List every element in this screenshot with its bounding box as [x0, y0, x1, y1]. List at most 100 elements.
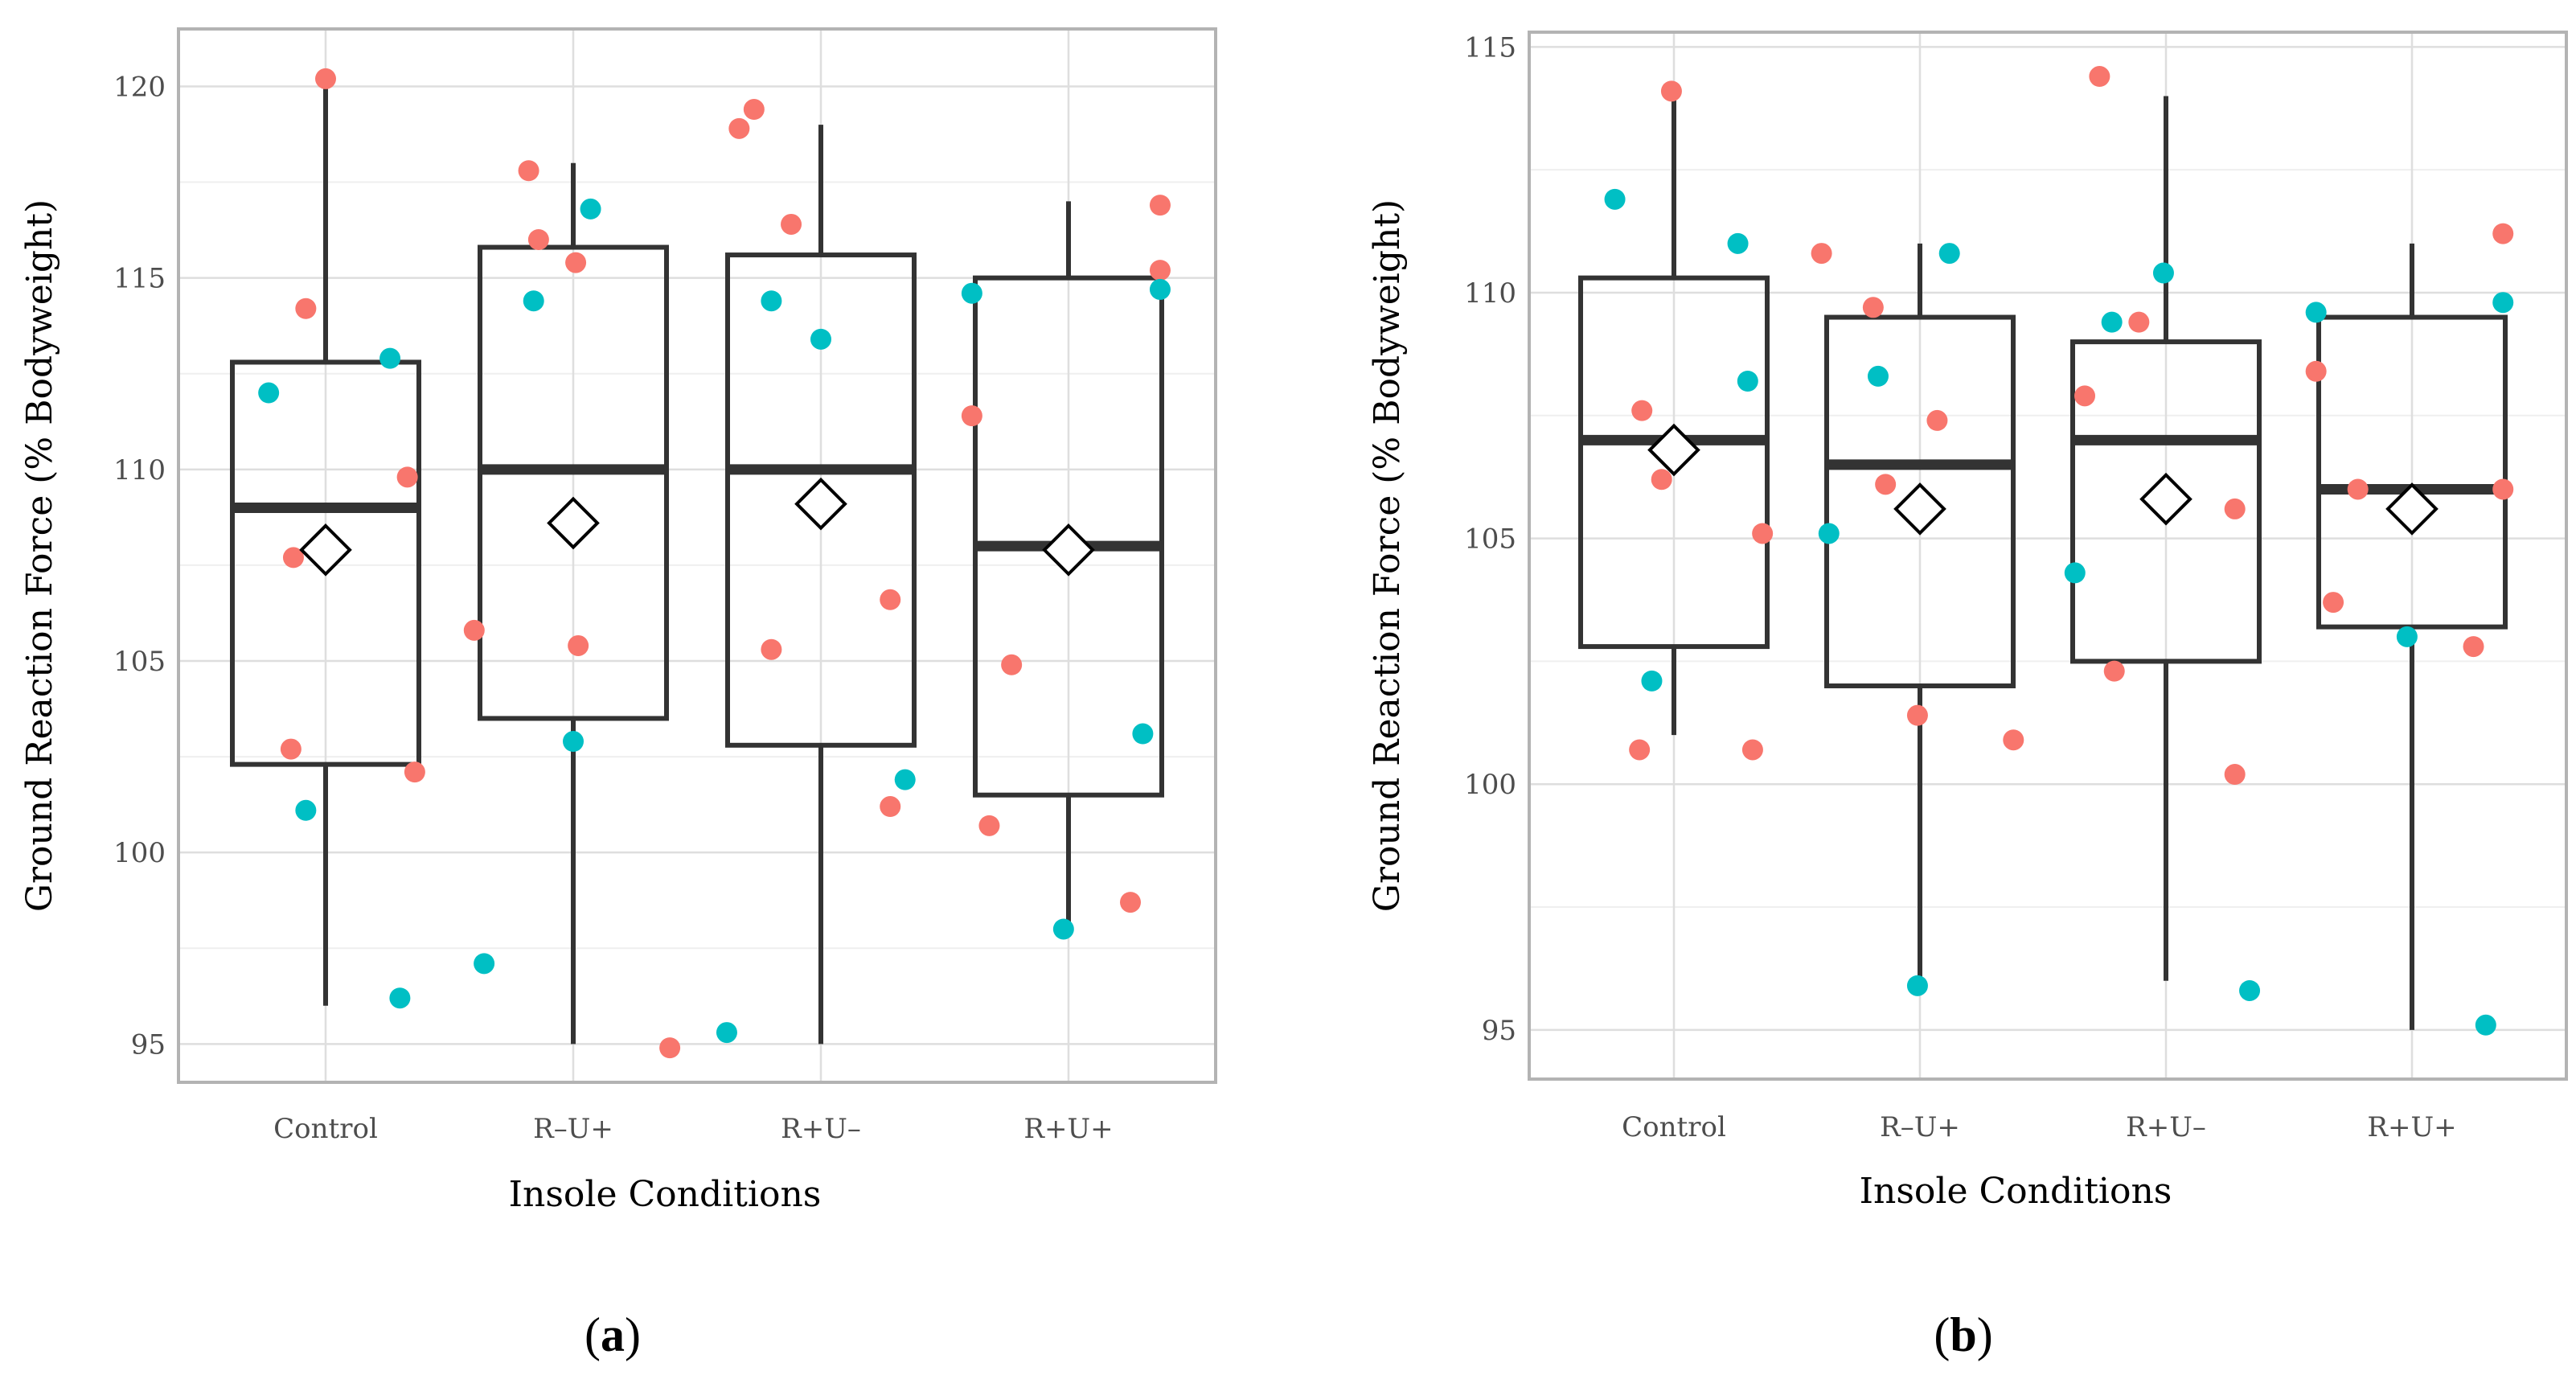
- data-point: [379, 347, 401, 369]
- box-iqr: [478, 244, 669, 721]
- y-tick-label: 95: [1482, 1015, 1516, 1047]
- data-point: [659, 1037, 681, 1059]
- plot-frame: [177, 27, 1217, 1084]
- y-tick-label: 95: [131, 1028, 166, 1061]
- data-point: [1875, 474, 1897, 495]
- mean-diamond: [794, 477, 847, 531]
- data-point: [961, 405, 982, 427]
- mean-diamond: [1042, 523, 1095, 577]
- data-point: [1818, 523, 1840, 544]
- data-point: [1604, 188, 1626, 210]
- data-point: [1741, 739, 1763, 761]
- data-point: [810, 328, 831, 350]
- y-tick-label: 105: [113, 646, 166, 678]
- y-tick-label: 105: [1464, 523, 1516, 556]
- y-tick-label: 110: [1464, 277, 1516, 310]
- data-point: [2128, 311, 2150, 333]
- data-point: [527, 229, 549, 250]
- data-point: [781, 213, 802, 235]
- data-point: [282, 547, 304, 568]
- data-point: [1149, 260, 1171, 281]
- data-point: [295, 799, 317, 821]
- x-tick-label: R+U+: [2367, 1111, 2456, 1143]
- data-point: [389, 987, 411, 1009]
- x-tick-label: Control: [273, 1113, 378, 1145]
- panel-b: 95 100 105 110 115 Control R–U+ R+U– R+U+ Insole …: [1367, 31, 2568, 1361]
- box-iqr: [1824, 314, 2016, 688]
- data-point: [1727, 232, 1749, 254]
- y-tick-label: 110: [113, 454, 166, 486]
- box-iqr: [973, 275, 1164, 798]
- box-iqr: [1578, 275, 1770, 650]
- data-point: [1752, 523, 1774, 544]
- data-point: [978, 815, 1000, 836]
- x-tick-label: Control: [1622, 1111, 1726, 1143]
- data-point: [2305, 360, 2327, 382]
- data-point: [580, 198, 601, 220]
- x-tick-label: R–U+: [533, 1113, 613, 1145]
- data-point: [1631, 400, 1653, 421]
- data-point: [2305, 302, 2327, 323]
- data-point: [743, 99, 765, 121]
- data-point: [1906, 704, 1928, 726]
- x-tick-label: R–U+: [1880, 1111, 1960, 1143]
- data-point: [280, 738, 301, 760]
- data-point: [565, 252, 587, 273]
- data-point: [1132, 723, 1154, 745]
- x-tick-label: R+U–: [781, 1113, 861, 1145]
- mean-diamond: [299, 523, 352, 577]
- data-point: [1906, 975, 1928, 996]
- data-point: [2347, 478, 2369, 500]
- data-point: [2103, 660, 2125, 682]
- x-tick-label: R+U–: [2126, 1111, 2206, 1143]
- data-point: [2239, 979, 2261, 1001]
- data-point: [1120, 892, 1141, 913]
- data-point: [463, 619, 485, 641]
- data-point: [315, 68, 336, 89]
- data-point: [2003, 729, 2024, 751]
- data-point: [2064, 562, 2086, 584]
- data-point: [2492, 478, 2514, 500]
- box-iqr: [230, 359, 421, 767]
- data-point: [1149, 278, 1171, 300]
- box-iqr: [2070, 339, 2262, 664]
- data-point: [295, 298, 317, 319]
- y-tick-label: 100: [113, 837, 166, 869]
- plot-frame: [1528, 31, 2568, 1081]
- x-axis-title: Insole Conditions: [1860, 1171, 2172, 1212]
- data-point: [568, 634, 589, 656]
- panel-label: (a): [585, 1308, 641, 1361]
- data-point: [728, 117, 750, 139]
- data-point: [1001, 654, 1023, 675]
- data-point: [1938, 243, 1960, 265]
- box-iqr: [725, 252, 917, 748]
- data-point: [716, 1022, 737, 1044]
- x-axis-title: Insole Conditions: [509, 1174, 822, 1215]
- mean-diamond: [1647, 423, 1700, 477]
- data-point: [563, 731, 584, 753]
- data-point: [396, 466, 418, 488]
- y-tick-label: 100: [1464, 769, 1516, 801]
- data-point: [1862, 297, 1884, 318]
- data-point: [2492, 223, 2514, 244]
- y-axis-title: Ground Reaction Force (% Bodyweight): [1367, 199, 1408, 912]
- data-point: [1629, 739, 1651, 761]
- panel-letter: b: [1950, 1308, 1976, 1361]
- y-axis-title: Ground Reaction Force (% Bodyweight): [19, 199, 60, 912]
- data-point: [761, 638, 782, 660]
- data-point: [1660, 80, 1682, 102]
- data-point: [2101, 311, 2123, 333]
- data-point: [2224, 498, 2246, 519]
- data-point: [1737, 371, 1758, 392]
- data-point: [258, 382, 280, 404]
- data-point: [2152, 262, 2174, 284]
- data-point: [518, 160, 539, 182]
- data-point: [761, 290, 782, 312]
- data-point: [2475, 1014, 2496, 1036]
- data-point: [1149, 195, 1171, 216]
- data-point: [474, 953, 495, 975]
- y-tick-label: 120: [113, 71, 166, 103]
- data-point: [1651, 469, 1672, 490]
- data-point: [1052, 918, 1074, 940]
